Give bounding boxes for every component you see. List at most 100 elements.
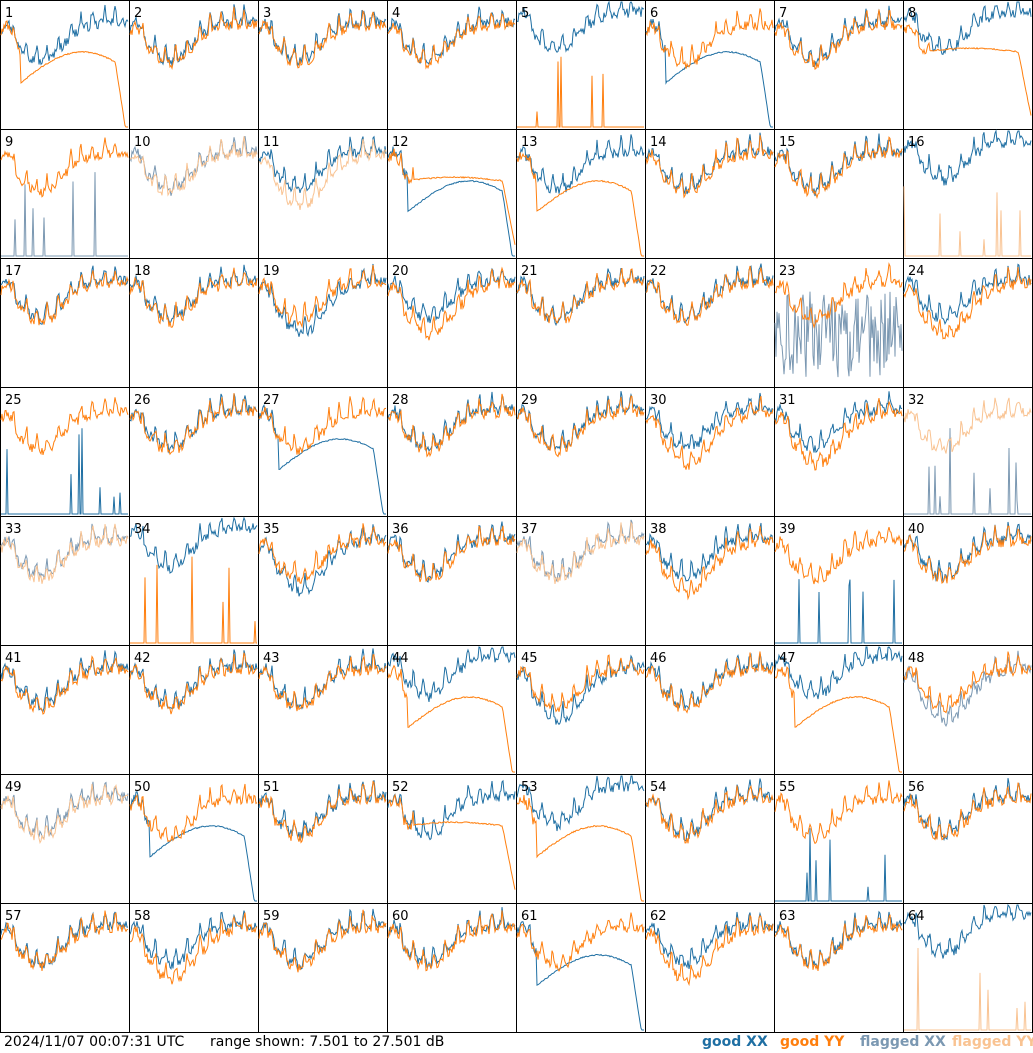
tile-label: 53: [521, 780, 538, 795]
tile-54: 54: [645, 774, 775, 904]
tile-label: 49: [5, 780, 22, 795]
series-yy-line: [645, 651, 774, 714]
series-yy-line: [645, 395, 774, 470]
series-xx-line: [645, 18, 773, 128]
legend-flagged-yy: flagged YY: [952, 1034, 1033, 1050]
tile-label: 58: [134, 909, 151, 924]
tile-label: 37: [521, 522, 538, 537]
tile-3: 3: [258, 0, 388, 130]
tile-label: 24: [908, 264, 925, 279]
legend-good-yy: good YY: [780, 1034, 845, 1050]
series-yy-line: [387, 266, 516, 341]
tile-frame: [129, 0, 259, 130]
tile-24: 24: [903, 258, 1033, 388]
series-xx-line: [516, 0, 645, 53]
series-xx-line: [775, 828, 902, 902]
tile-63: 63: [774, 903, 904, 1033]
series-xx-line: [258, 403, 386, 515]
tile-label: 40: [908, 522, 925, 537]
series-xx-line: [775, 579, 902, 644]
series-xx-line: [516, 921, 644, 1031]
tile-label: 5: [521, 6, 529, 21]
tile-label: 56: [908, 780, 925, 795]
tile-label: 7: [779, 6, 787, 21]
series-yy-line: [516, 395, 645, 458]
tile-label: 45: [521, 651, 538, 666]
tile-label: 42: [134, 651, 151, 666]
series-yy-line: [387, 393, 516, 458]
series-xx-line: [129, 910, 258, 971]
tile-label: 36: [392, 522, 409, 537]
series-xx-line: [774, 133, 903, 197]
tile-47: 47: [774, 645, 904, 775]
tile-label: 35: [263, 522, 280, 537]
tile-5: 5: [516, 0, 646, 130]
tile-14: 14: [645, 129, 775, 259]
tile-36: 36: [387, 516, 517, 646]
series-yy-line: [516, 521, 645, 584]
tile-label: 52: [392, 780, 409, 795]
tile-64: 64: [903, 903, 1033, 1033]
tile-20: 20: [387, 258, 517, 388]
series-yy-line: [0, 137, 129, 198]
tile-label: 44: [392, 651, 409, 666]
tile-label: 29: [521, 393, 538, 408]
tile-60: 60: [387, 903, 517, 1033]
tile-label: 18: [134, 264, 151, 279]
tile-label: 31: [779, 393, 796, 408]
legend-good-xx: good XX: [702, 1034, 768, 1050]
tile-33: 33: [0, 516, 130, 646]
series-yy-line: [129, 783, 258, 843]
tile-label: 22: [650, 264, 667, 279]
tile-label: 27: [263, 393, 280, 408]
series-xx-line: [774, 646, 903, 700]
series-yy-line: [774, 262, 903, 329]
series-yy-line: [258, 9, 387, 69]
tile-10: 10: [129, 129, 259, 259]
series-xx-line: [129, 516, 258, 574]
tile-label: 2: [134, 6, 142, 21]
tile-label: 30: [650, 393, 667, 408]
tile-label: 50: [134, 780, 151, 795]
tile-26: 26: [129, 387, 259, 517]
series-xx-line: [0, 4, 129, 66]
series-yy-line: [903, 397, 1032, 454]
tile-label: 26: [134, 393, 151, 408]
tile-label: 54: [650, 780, 667, 795]
tile-frame: [0, 129, 130, 259]
series-xx-line: [387, 391, 516, 453]
tile-label: 59: [263, 909, 280, 924]
tile-label: 47: [779, 651, 796, 666]
tile-32: 32: [903, 387, 1033, 517]
series-yy-line: [0, 270, 129, 326]
series-xx-line: [1, 172, 128, 257]
series-yy-line: [0, 397, 129, 456]
series-xx-line: [387, 646, 516, 702]
series-yy-line: [0, 655, 129, 715]
tile-label: 23: [779, 264, 796, 279]
series-xx-line: [516, 775, 645, 832]
tile-label: 10: [134, 135, 151, 150]
tile-frame: [0, 0, 130, 130]
tile-label: 19: [263, 264, 280, 279]
series-xx-line: [516, 654, 645, 726]
series-yy-line: [645, 8, 774, 69]
series-xx-line: [774, 5, 903, 68]
tile-label: 48: [908, 651, 925, 666]
series-yy-line: [387, 793, 516, 890]
series-yy-line: [258, 780, 387, 844]
series-yy-line: [516, 912, 645, 972]
tile-label: 28: [392, 393, 409, 408]
series-yy-line: [903, 267, 1032, 340]
series-yy-line: [258, 396, 387, 455]
series-yy-line: [774, 914, 903, 971]
series-yy-line: [387, 664, 515, 773]
series-xx-line: [774, 291, 903, 378]
series-xx-line: [903, 129, 1032, 186]
series-yy-line: [516, 267, 645, 325]
series-xx-line: [516, 134, 645, 194]
tile-frame: [516, 0, 646, 130]
tile-label: 3: [263, 6, 271, 21]
series-xx-line: [387, 267, 516, 324]
tile-label: 12: [392, 135, 409, 150]
